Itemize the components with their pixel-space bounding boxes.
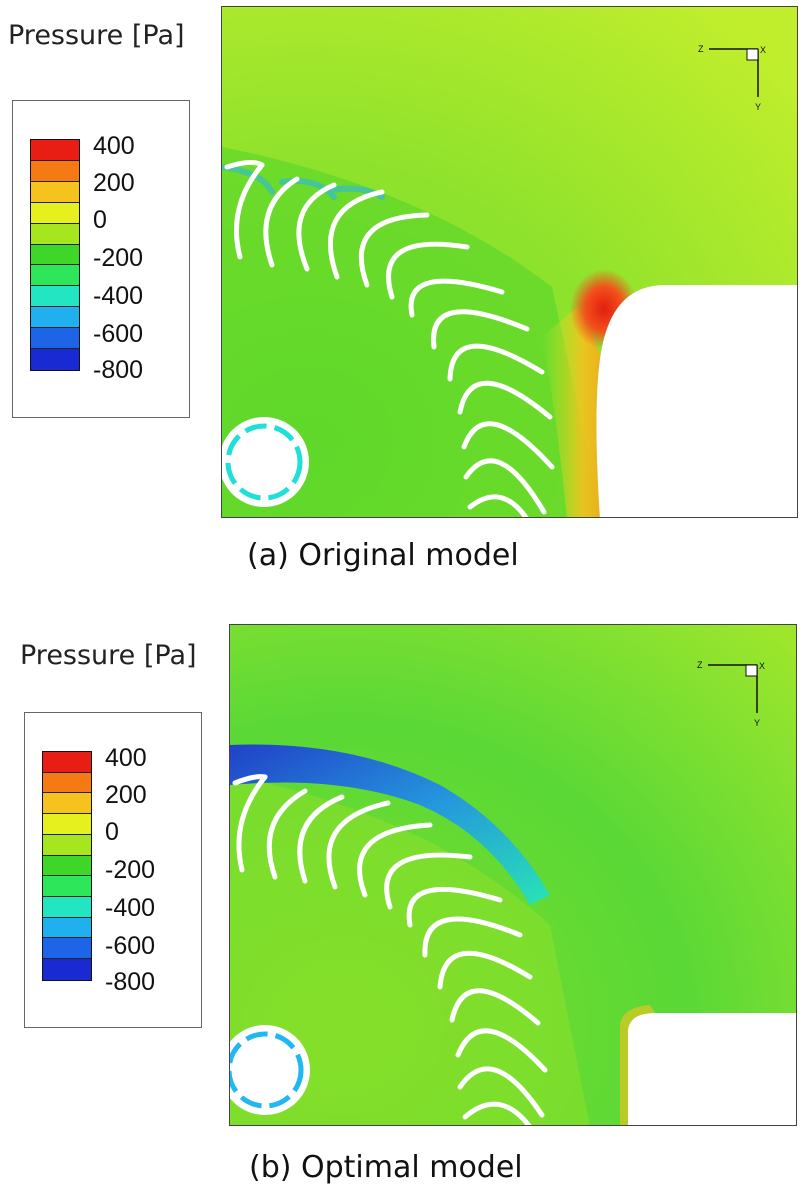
colorbar-band (43, 752, 91, 773)
colorbar-band (43, 772, 91, 794)
colorbar-band (31, 160, 79, 182)
legend-label-0: 0 (93, 206, 107, 234)
legend-label-neg200: -200 (93, 244, 144, 272)
impeller-region (222, 147, 602, 517)
colorbar-band (43, 959, 91, 980)
axis-label-x: X (759, 661, 765, 671)
colorbar-legend: 400 200 0 -200 -400 -600 -800 (24, 712, 202, 1028)
axis-label-z: Z (697, 660, 703, 670)
colorbar-band (43, 793, 91, 815)
tongue-wall (596, 285, 797, 517)
colorbar (42, 751, 92, 981)
colorbar-band (43, 834, 91, 856)
legend-label-neg600: -600 (93, 320, 144, 348)
colorbar-band (31, 140, 79, 161)
colorbar-band (31, 223, 79, 245)
colorbar-band (43, 897, 91, 918)
legend-label-neg600: -600 (105, 932, 156, 960)
axis-label-y: Y (755, 102, 761, 112)
legend-label-400: 400 (93, 132, 135, 160)
impeller-region (230, 775, 590, 1125)
colorbar-band (43, 938, 91, 960)
colorbar-band (31, 181, 79, 203)
pressure-contour-plot: Z X Y (229, 624, 797, 1126)
hub-ring (222, 417, 309, 507)
impeller-blades (232, 774, 548, 1125)
colorbar-band (43, 855, 91, 877)
colorbar-band (31, 265, 79, 287)
colorbar-legend: 400 200 0 -200 -400 -600 -800 (12, 100, 190, 418)
axis-triad: Z X Y (698, 44, 766, 112)
legend-title: Pressure [Pa] (20, 640, 197, 671)
pressure-contour-plot: Z X Y (221, 6, 798, 518)
colorbar-band (43, 876, 91, 898)
axis-label-x: X (760, 45, 766, 55)
legend-label-400: 400 (105, 744, 147, 772)
legend-label-neg800: -800 (93, 356, 144, 384)
legend-label-200: 200 (105, 781, 147, 809)
colorbar-band (31, 307, 79, 329)
panel-caption: (a) Original model (247, 538, 519, 573)
legend-label-neg800: -800 (105, 968, 156, 996)
colorbar-band (31, 328, 79, 350)
low-pressure-band (230, 744, 550, 905)
colorbar (30, 139, 80, 371)
tongue-wall (628, 1013, 796, 1125)
colorbar-band (31, 202, 79, 224)
colorbar-band (43, 917, 91, 939)
legend-title: Pressure [Pa] (8, 20, 185, 51)
legend-label-neg400: -400 (93, 282, 144, 310)
axis-triad: Z X Y (697, 660, 765, 728)
colorbar-band (31, 244, 79, 266)
hub-dashed-circle (230, 1031, 304, 1109)
hub-dashed-circle (225, 423, 303, 501)
legend-label-0: 0 (105, 818, 119, 846)
legend-label-200: 200 (93, 169, 135, 197)
axis-label-z: Z (698, 44, 704, 54)
panel-caption: (b) Optimal model (249, 1150, 523, 1185)
colorbar-band (31, 286, 79, 308)
legend-label-neg400: -400 (105, 894, 156, 922)
legend-label-neg200: -200 (105, 856, 156, 884)
axis-label-y: Y (754, 718, 760, 728)
impeller-blades (224, 159, 555, 517)
colorbar-band (43, 814, 91, 835)
tongue-edge-highlight (620, 1005, 655, 1125)
colorbar-band (31, 349, 79, 370)
